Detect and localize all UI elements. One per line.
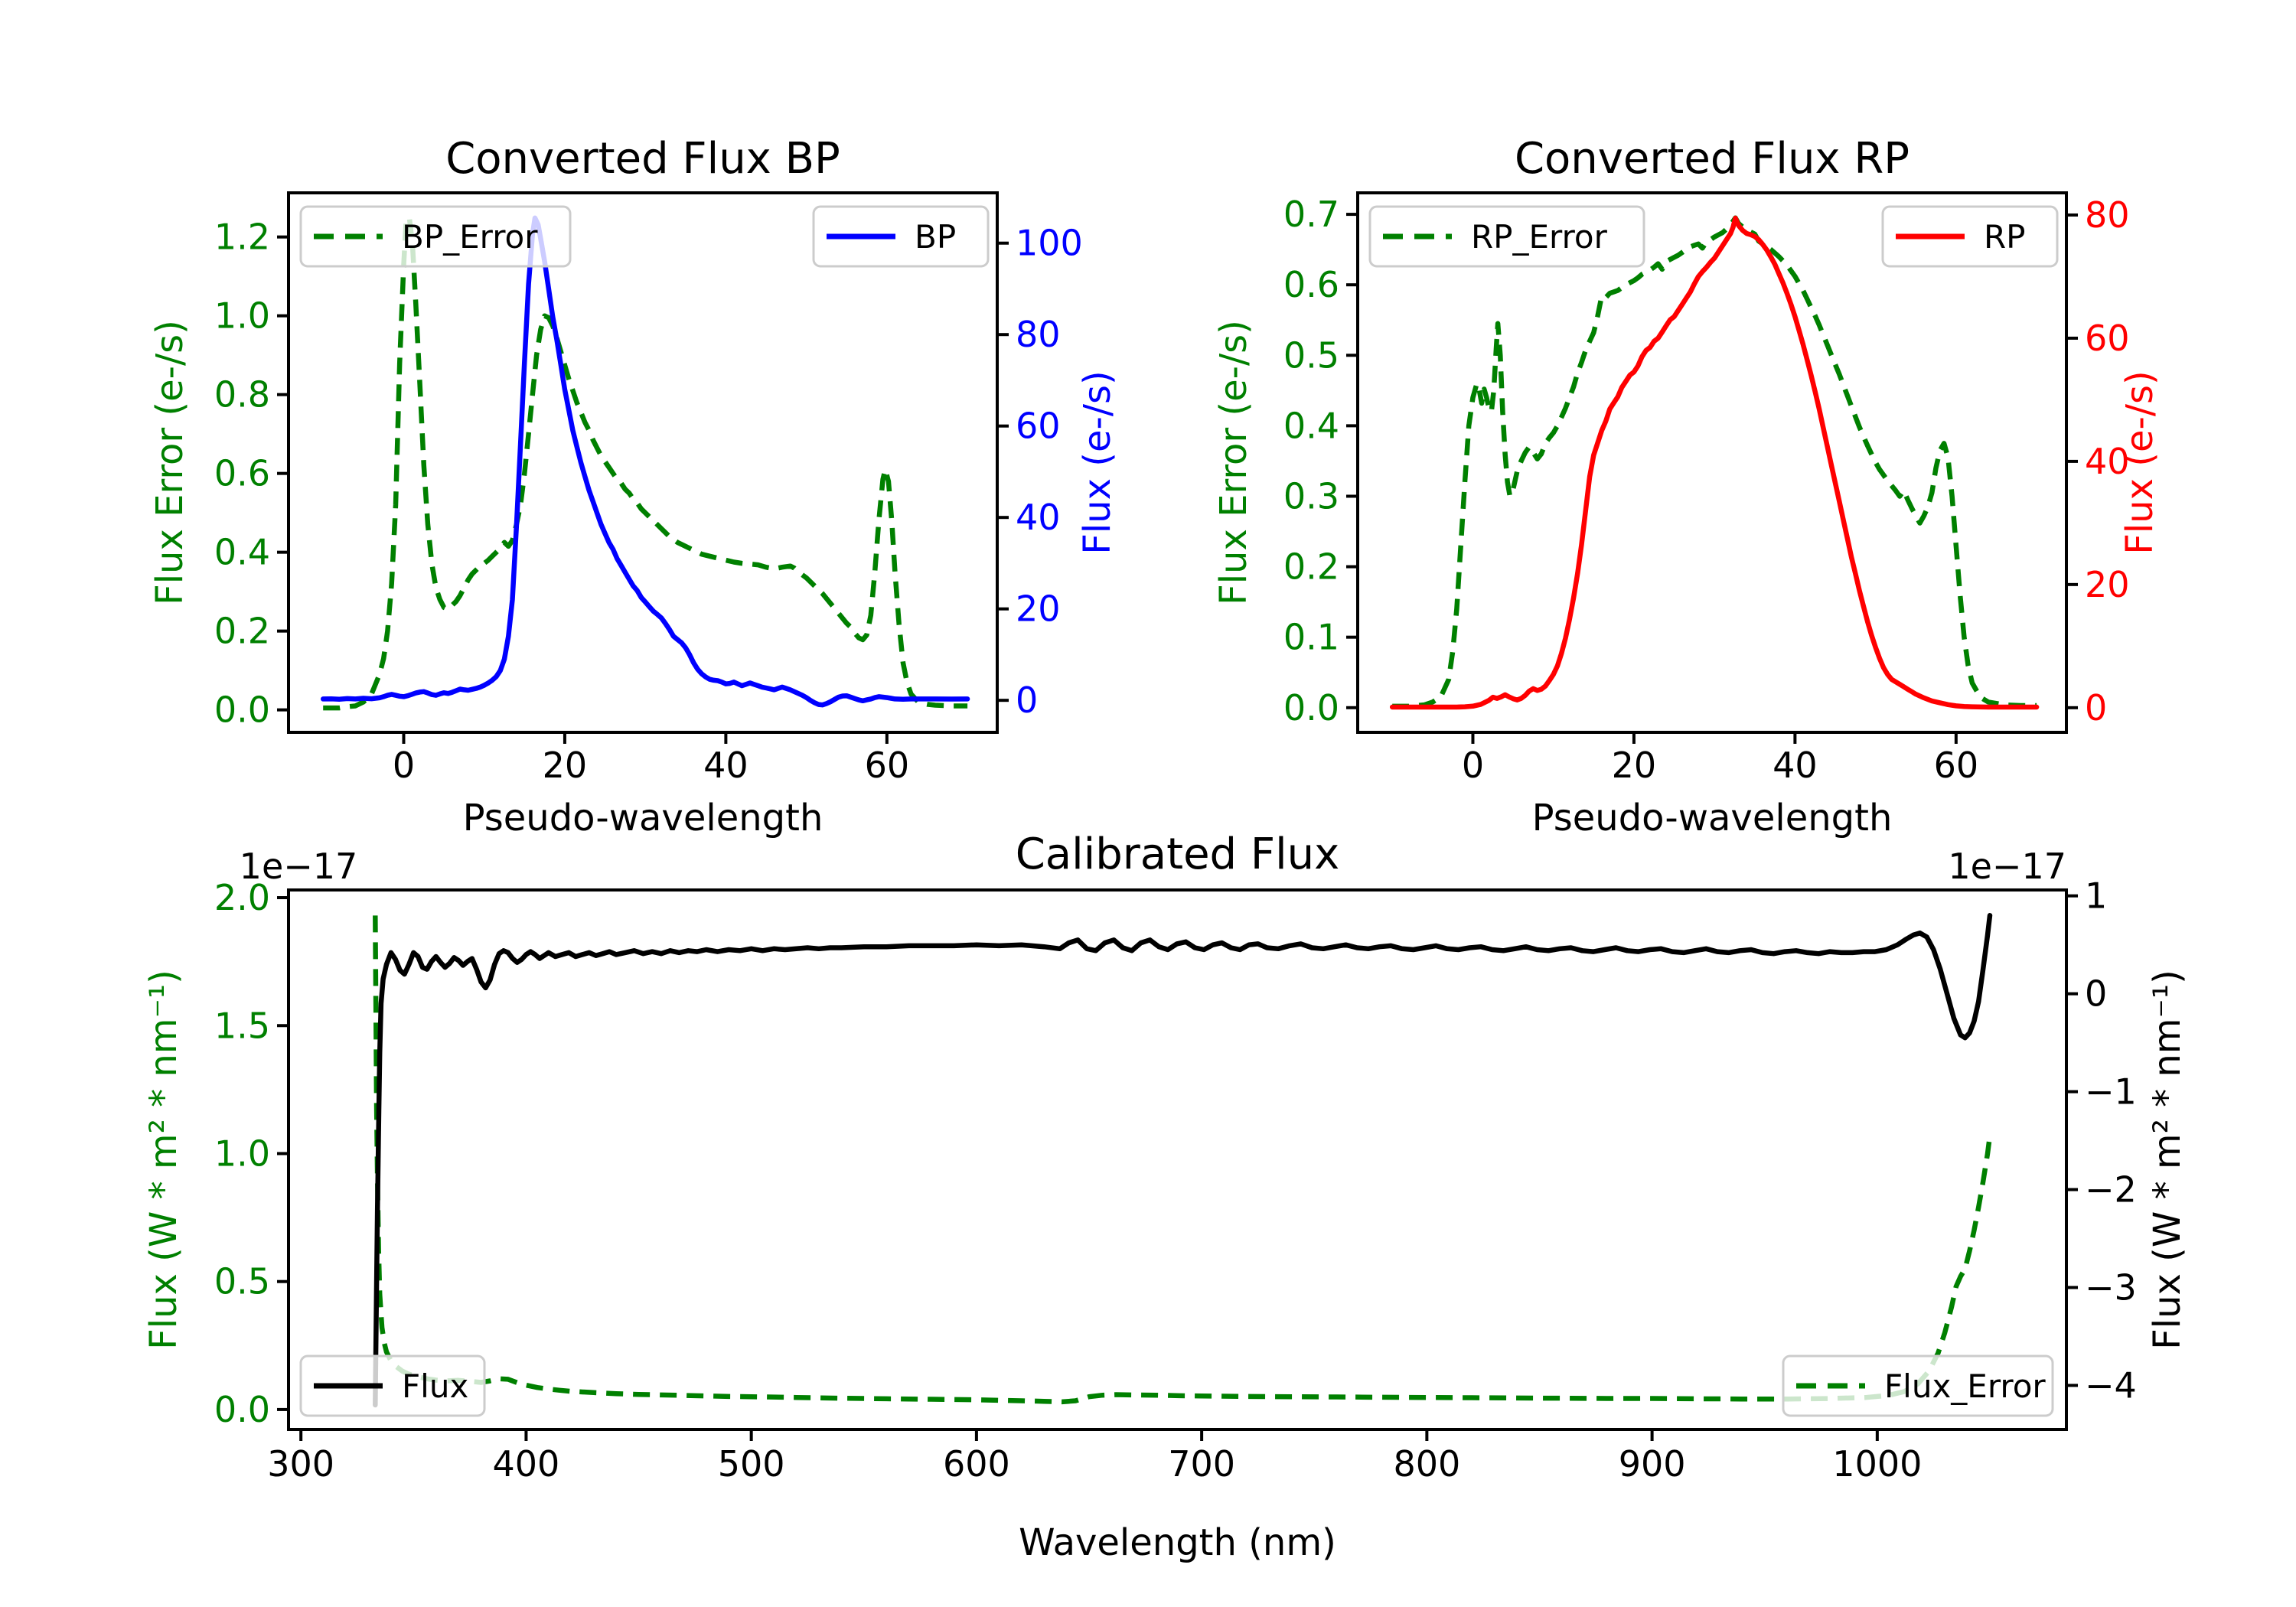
- y-tick-label-right: 20: [2085, 564, 2130, 605]
- y-tick-label-left: 0.5: [1283, 334, 1339, 376]
- legend-flux: Flux: [299, 1354, 486, 1417]
- subplot-calibrated-flux: 300 400 500 600 700 800 900 1000 0.0 0.5 1.0 1.5 2.0…: [142, 830, 2189, 1564]
- x-tick-label: 600: [943, 1443, 1010, 1485]
- y-tick-label-left: 0.3: [1283, 475, 1339, 517]
- x-tick-label: 800: [1393, 1443, 1460, 1485]
- y-tick-label-right: 80: [2085, 194, 2130, 236]
- curve-bp: [320, 215, 970, 708]
- y-axis-offset-left: 1e−17: [240, 846, 358, 887]
- x-axis-label: Pseudo-wavelength: [463, 797, 823, 839]
- y-tick-label-left: 0.2: [214, 611, 270, 652]
- legend-flux_error: Flux_Error: [1782, 1354, 2054, 1417]
- y-tick-label-left: 0.0: [214, 689, 270, 731]
- y-tick-label-left: 0.0: [214, 1389, 270, 1430]
- axes-spines: [1356, 191, 2068, 734]
- y-tick-label-left: 1.0: [214, 1133, 270, 1174]
- legend-label: Flux_Error: [1884, 1367, 2046, 1405]
- y-tick-label-right: 80: [1016, 314, 1061, 355]
- y-tick-label-right: 60: [2085, 318, 2130, 359]
- curve-bp_error: [323, 214, 968, 711]
- y-tick-label-left: 0.5: [214, 1261, 270, 1302]
- y-axis-label-right: Flux (W * m² * nm⁻¹): [2146, 970, 2189, 1350]
- x-tick-label: 900: [1619, 1443, 1686, 1485]
- legend-frame: [1881, 205, 2059, 268]
- y-tick-label-right: 40: [1016, 497, 1061, 538]
- y-tick-label-right: 40: [2085, 441, 2130, 482]
- axes-spines: [287, 888, 2068, 1431]
- y-tick-label-right: 20: [1016, 588, 1061, 630]
- x-tick-label: 20: [1612, 745, 1657, 786]
- y-axis-label-right: Flux (e-/s): [1076, 370, 1119, 555]
- subplot-converted-flux-rp: 0 20 40 60 0.0 0.1 0.2 0.3 0.4 0.5 0.6 0.7 0 20 40 60 80…: [1212, 134, 2161, 839]
- y-tick-label-left: 0.6: [214, 453, 270, 494]
- y-tick-label-left: 0.7: [1283, 194, 1339, 235]
- x-tick-label: 0: [393, 745, 415, 786]
- y-tick-label-right: 0: [2085, 687, 2107, 729]
- y-tick-label-left: 1.0: [214, 295, 270, 337]
- y-tick-label-left: 0.4: [214, 532, 270, 573]
- x-tick-label: 40: [1773, 745, 1818, 786]
- y-axis-label-left: Flux Error (e-/s): [148, 320, 191, 605]
- y-tick-label-left: 2.0: [214, 877, 270, 918]
- legend-label: RP_Error: [1471, 218, 1608, 256]
- axes-spines: [287, 191, 999, 734]
- x-tick-label: 400: [493, 1443, 560, 1485]
- x-axis-label: Pseudo-wavelength: [1532, 797, 1893, 839]
- y-tick-label-right: 0: [1016, 680, 1038, 721]
- x-axis-label: Wavelength (nm): [1019, 1521, 1336, 1564]
- x-tick-label: 700: [1168, 1443, 1235, 1485]
- y-tick-label-right: −1: [2085, 1071, 2137, 1113]
- y-tick-label-right: 0: [2085, 973, 2107, 1015]
- x-tick-label: 500: [718, 1443, 785, 1485]
- subplot-converted-flux-bp: 0 20 40 60 0.0 0.2 0.4 0.6 0.8 1.0 1.2 0 20 40 60 80 100…: [148, 134, 1119, 839]
- y-tick-label-right: 1: [2085, 875, 2107, 917]
- legend-bp_error: BP_Error: [299, 205, 572, 268]
- y-tick-label-left: 0.0: [1283, 687, 1339, 729]
- y-tick-label-left: 0.1: [1283, 617, 1339, 658]
- y-axis-label-left: Flux (W * m² * nm⁻¹): [142, 970, 185, 1350]
- y-tick-label-left: 0.2: [1283, 546, 1339, 588]
- x-tick-label: 60: [865, 745, 910, 786]
- x-tick-label: 20: [543, 745, 588, 786]
- y-axis-label-right: Flux (e-/s): [2118, 370, 2161, 555]
- legend-frame: [812, 205, 990, 268]
- legend-frame: [299, 205, 572, 268]
- x-tick-label: 300: [267, 1443, 334, 1485]
- y-tick-label-left: 0.4: [1283, 405, 1339, 446]
- legend-rp: RP: [1881, 205, 2059, 268]
- legend-frame: [299, 1354, 486, 1417]
- legend-frame: [1782, 1354, 2054, 1417]
- curve-flux: [373, 913, 1993, 1408]
- curve-rp_error: [1392, 215, 2037, 709]
- legend-label: BP_Error: [402, 218, 538, 256]
- y-tick-label-right: −3: [2085, 1266, 2137, 1308]
- legend-label: Flux: [402, 1367, 468, 1405]
- legend-bp: BP: [812, 205, 990, 268]
- y-tick-label-left: 0.8: [214, 374, 270, 416]
- y-axis-offset-right: 1e−17: [1948, 846, 2066, 887]
- y-tick-label-left: 0.6: [1283, 264, 1339, 305]
- y-tick-label-right: 100: [1016, 223, 1083, 264]
- chart-title: Calibrated Flux: [1016, 830, 1340, 879]
- y-tick-label-right: 60: [1016, 406, 1061, 447]
- curve-rp: [1389, 215, 2040, 710]
- y-tick-label-right: −2: [2085, 1169, 2137, 1211]
- y-tick-label-right: −4: [2085, 1364, 2137, 1406]
- legend-frame: [1368, 205, 1645, 268]
- legend-label: RP: [1984, 218, 2026, 256]
- y-axis-label-left: Flux Error (e-/s): [1212, 320, 1255, 605]
- y-tick-label-left: 1.2: [214, 217, 270, 258]
- x-tick-label: 60: [1934, 745, 1979, 786]
- x-tick-label: 0: [1462, 745, 1484, 786]
- curve-flux_error: [373, 915, 1993, 1405]
- y-tick-label-left: 1.5: [214, 1005, 270, 1046]
- legend-label: BP: [915, 218, 956, 256]
- x-tick-label: 40: [703, 745, 748, 786]
- legend-rp_error: RP_Error: [1368, 205, 1645, 268]
- x-tick-label: 1000: [1832, 1443, 1922, 1485]
- chart-title: Converted Flux RP: [1515, 134, 1910, 184]
- chart-title: Converted Flux BP: [445, 134, 840, 184]
